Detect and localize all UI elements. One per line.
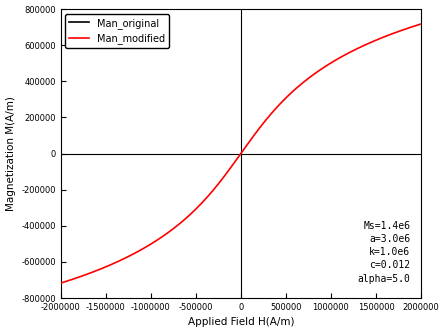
Man_modified: [418, 22, 424, 26]
Man_modified: [267, 113, 273, 117]
Man_modified: [332, 59, 337, 63]
Man_modified: [277, 103, 282, 107]
Text: Ms=1.4e6
a=3.0e6
k=1.0e6
c=0.012
alpha=5.0: Ms=1.4e6 a=3.0e6 k=1.0e6 c=0.012 alpha=5…: [357, 221, 410, 284]
Legend: Man_original, Man_modified: Man_original, Man_modified: [65, 14, 169, 48]
Man_modified: [80, 274, 85, 278]
Man_modified: [368, 40, 374, 44]
Line: Man_modified: Man_modified: [61, 24, 421, 283]
Man_modified: [58, 281, 63, 285]
X-axis label: Applied Field H(A/m): Applied Field H(A/m): [188, 317, 294, 327]
Man_modified: [287, 92, 293, 96]
Y-axis label: Magnetization M(A/m): Magnetization M(A/m): [5, 96, 16, 211]
